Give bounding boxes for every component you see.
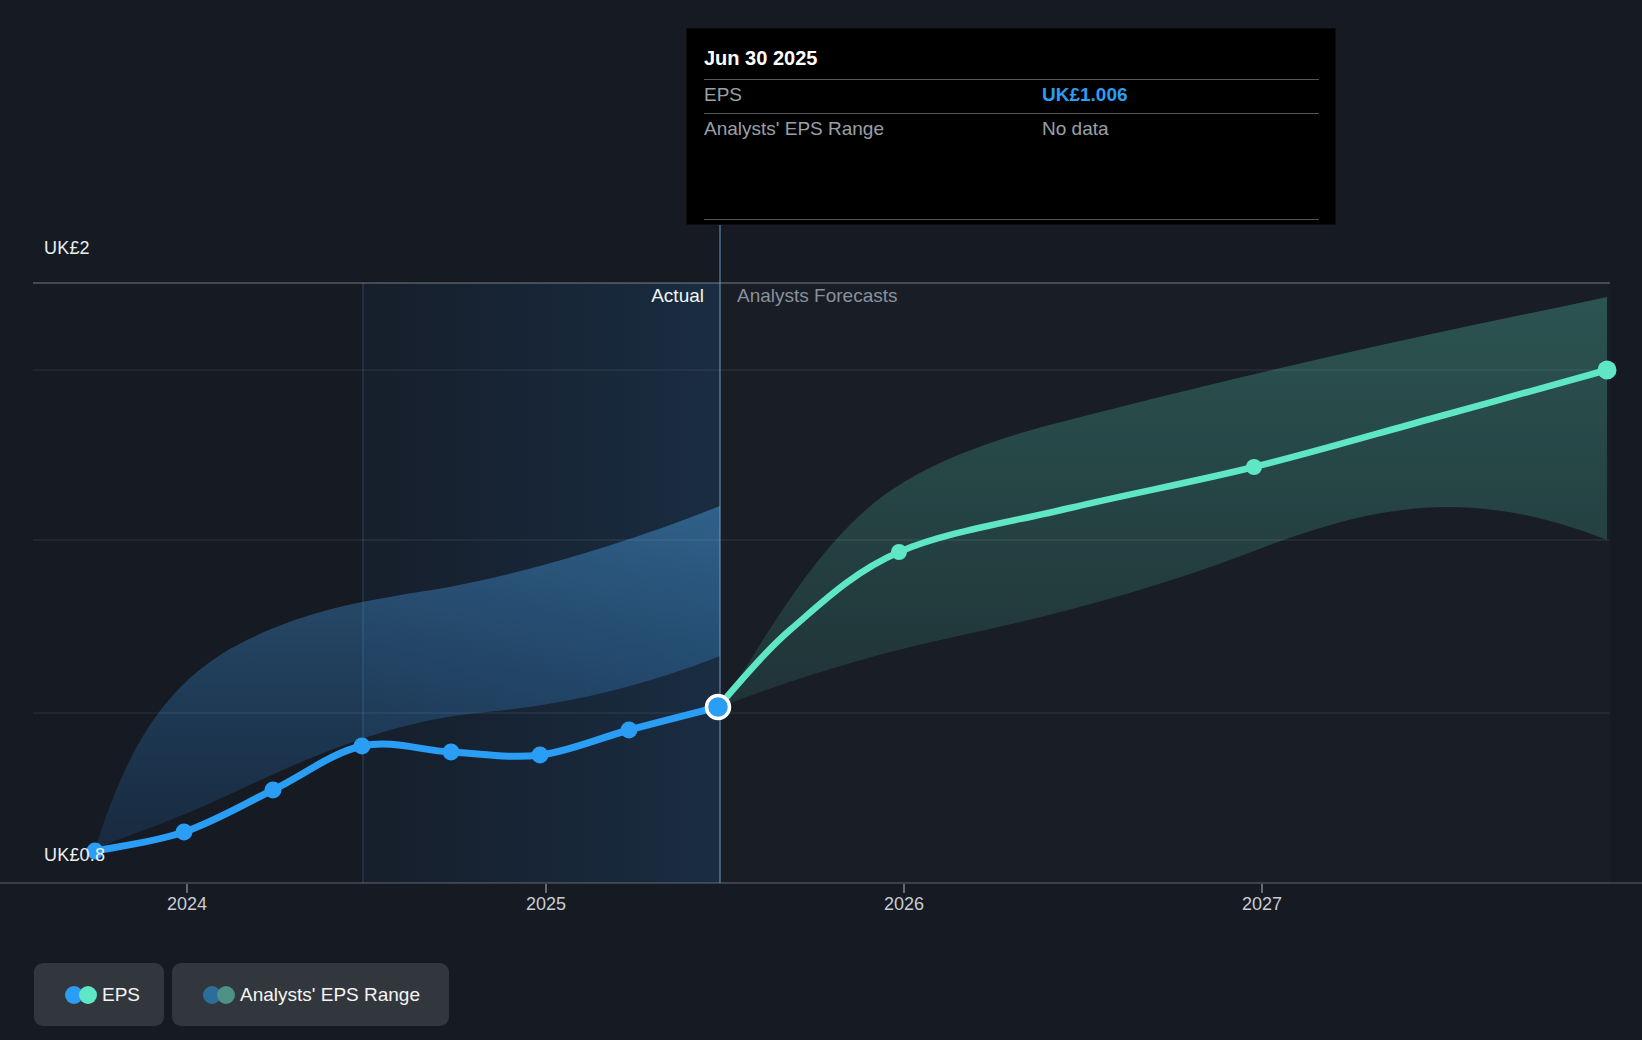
legend-chip-eps[interactable]: EPS <box>34 963 164 1026</box>
actual-eps-point[interactable] <box>176 824 193 841</box>
x-axis-label-2026: 2026 <box>859 894 949 915</box>
y-axis-label-top: UK£2 <box>44 238 90 259</box>
eps-legend-icon <box>65 985 99 1005</box>
legend-label-analysts-eps-range: Analysts' EPS Range <box>240 984 420 1006</box>
tooltip-divider-1 <box>704 79 1319 80</box>
x-axis-label-2025: 2025 <box>501 894 591 915</box>
forecast-eps-point[interactable] <box>1246 459 1262 475</box>
eps-forecast-chart: UK£2 UK£0.8 Actual Analysts Forecasts 20… <box>0 0 1642 1040</box>
tooltip-range-value: No data <box>1042 118 1109 140</box>
hover-tooltip: Jun 30 2025 EPS UK£1.006 Analysts' EPS R… <box>686 28 1336 225</box>
actual-eps-point[interactable] <box>265 782 282 799</box>
legend-label-eps: EPS <box>102 984 140 1006</box>
tooltip-divider-3 <box>704 219 1319 220</box>
tooltip-divider-2 <box>704 113 1319 114</box>
analysts-eps-range-legend-icon <box>203 985 237 1005</box>
x-axis-label-2027: 2027 <box>1217 894 1307 915</box>
tooltip-range-label: Analysts' EPS Range <box>704 118 884 140</box>
actual-eps-point[interactable] <box>621 722 638 739</box>
y-axis-label-bottom: UK£0.8 <box>44 845 105 866</box>
tooltip-date: Jun 30 2025 <box>704 47 817 70</box>
tooltip-eps-label: EPS <box>704 84 742 106</box>
actual-eps-point[interactable] <box>443 744 460 761</box>
x-axis-label-2024: 2024 <box>142 894 232 915</box>
phase-label-actual: Actual <box>504 285 704 307</box>
forecast-eps-point[interactable] <box>1598 361 1617 380</box>
actual-eps-point[interactable] <box>354 738 371 755</box>
forecast-eps-point[interactable] <box>891 544 907 560</box>
phase-label-forecasts: Analysts Forecasts <box>737 285 898 307</box>
x-axis-ticks <box>187 884 1262 893</box>
hovered-transition-point[interactable] <box>707 696 730 719</box>
actual-eps-point[interactable] <box>532 747 549 764</box>
legend-chip-analysts-eps-range[interactable]: Analysts' EPS Range <box>172 963 449 1026</box>
tooltip-eps-value: UK£1.006 <box>1042 84 1128 106</box>
